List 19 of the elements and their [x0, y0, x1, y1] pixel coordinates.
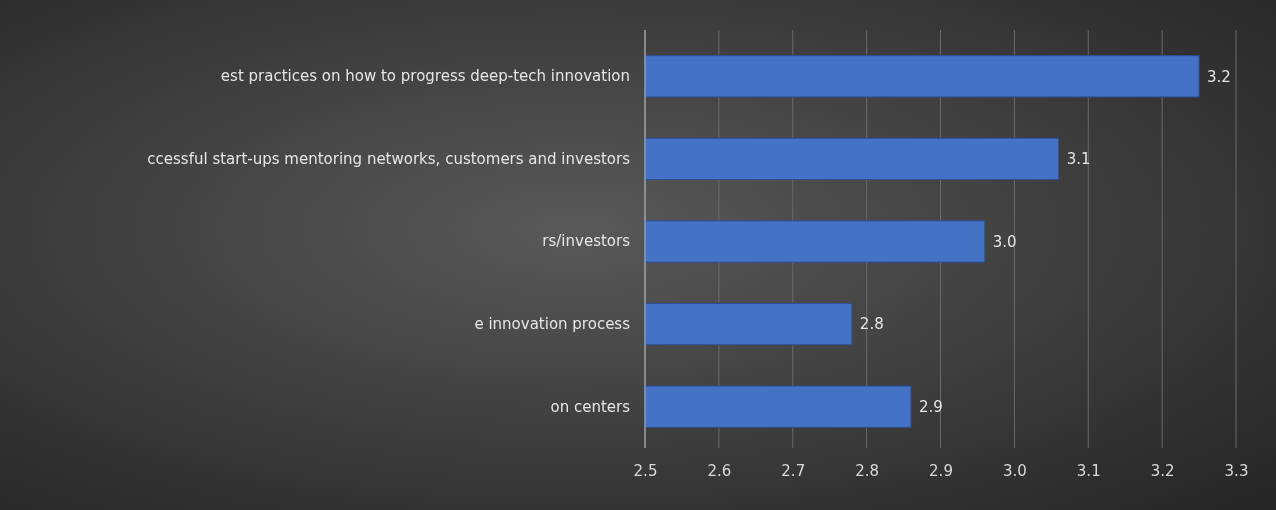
- text: 3.1: [1076, 462, 1101, 480]
- text: 2.8: [855, 462, 880, 480]
- data-label: 3.0: [992, 232, 1017, 251]
- text: 3.3: [1224, 462, 1249, 480]
- data-label: 2.9: [918, 397, 943, 416]
- y-tick-label: est practices on how to progress deep-tech innovation: [220, 67, 630, 86]
- y-tick-label: rs/investors: [542, 232, 631, 251]
- text: 3.0: [1002, 462, 1027, 480]
- data-label: 3.1: [1066, 150, 1091, 169]
- text: 2.6: [707, 462, 732, 480]
- text: 3.2: [1150, 462, 1175, 480]
- text: 2.7: [781, 462, 806, 480]
- data-label: 3.2: [1207, 67, 1231, 86]
- y-tick-label: e innovation process: [474, 314, 631, 333]
- text: 2.5: [633, 462, 658, 480]
- data-label: 2.8: [859, 315, 884, 334]
- y-tick-label: ccessful start-ups mentoring networks, customers and investors: [147, 149, 631, 168]
- text: 2.9: [929, 462, 953, 480]
- y-tick-label: on centers: [550, 397, 631, 416]
